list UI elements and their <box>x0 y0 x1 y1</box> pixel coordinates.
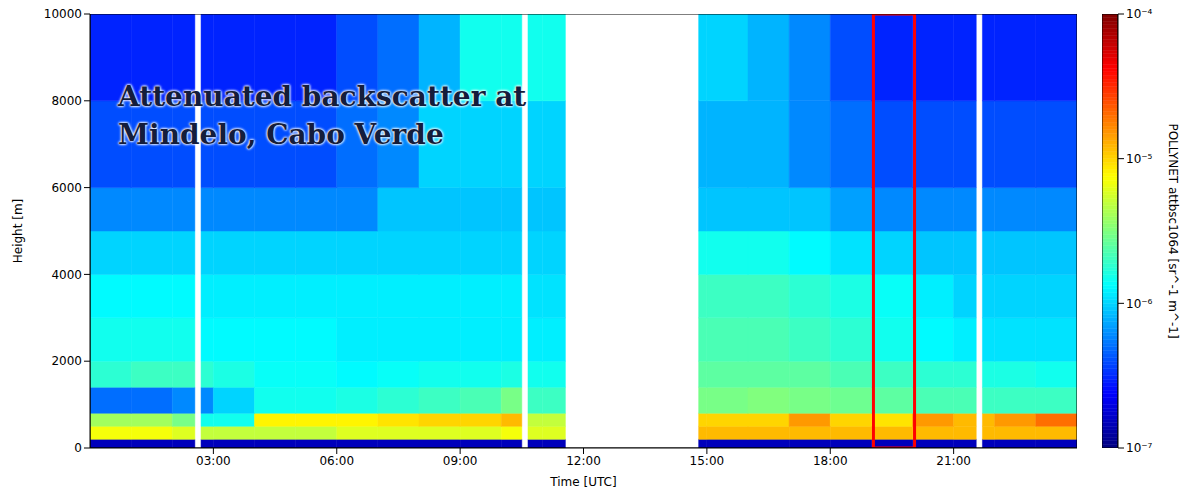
svg-text:Time [UTC]: Time [UTC] <box>549 475 616 489</box>
svg-text:09:00: 09:00 <box>443 454 478 468</box>
svg-text:10⁻⁴: 10⁻⁴ <box>1126 7 1153 21</box>
svg-text:0: 0 <box>74 441 82 455</box>
svg-text:POLLYNET attbsc1064 [sr^-1 m^-: POLLYNET attbsc1064 [sr^-1 m^-1] <box>1166 123 1180 338</box>
svg-text:03:00: 03:00 <box>196 454 231 468</box>
svg-text:15:00: 15:00 <box>690 454 725 468</box>
svg-text:2000: 2000 <box>51 354 82 368</box>
svg-text:10⁻⁷: 10⁻⁷ <box>1126 441 1153 455</box>
svg-text:12:00: 12:00 <box>566 454 601 468</box>
svg-text:8000: 8000 <box>51 94 82 108</box>
svg-text:10⁻⁶: 10⁻⁶ <box>1126 297 1153 311</box>
svg-text:10⁻⁵: 10⁻⁵ <box>1126 152 1153 166</box>
svg-text:06:00: 06:00 <box>319 454 354 468</box>
svg-text:21:00: 21:00 <box>936 454 971 468</box>
svg-text:18:00: 18:00 <box>813 454 848 468</box>
svg-text:Height [m]: Height [m] <box>11 199 25 264</box>
svg-text:6000: 6000 <box>51 181 82 195</box>
html-text:Attenuated backscatter at Mind: Attenuated backscatter at Mindelo, Cabo … <box>118 80 527 151</box>
svg-text:10000: 10000 <box>44 7 82 21</box>
svg-text:4000: 4000 <box>51 268 82 282</box>
